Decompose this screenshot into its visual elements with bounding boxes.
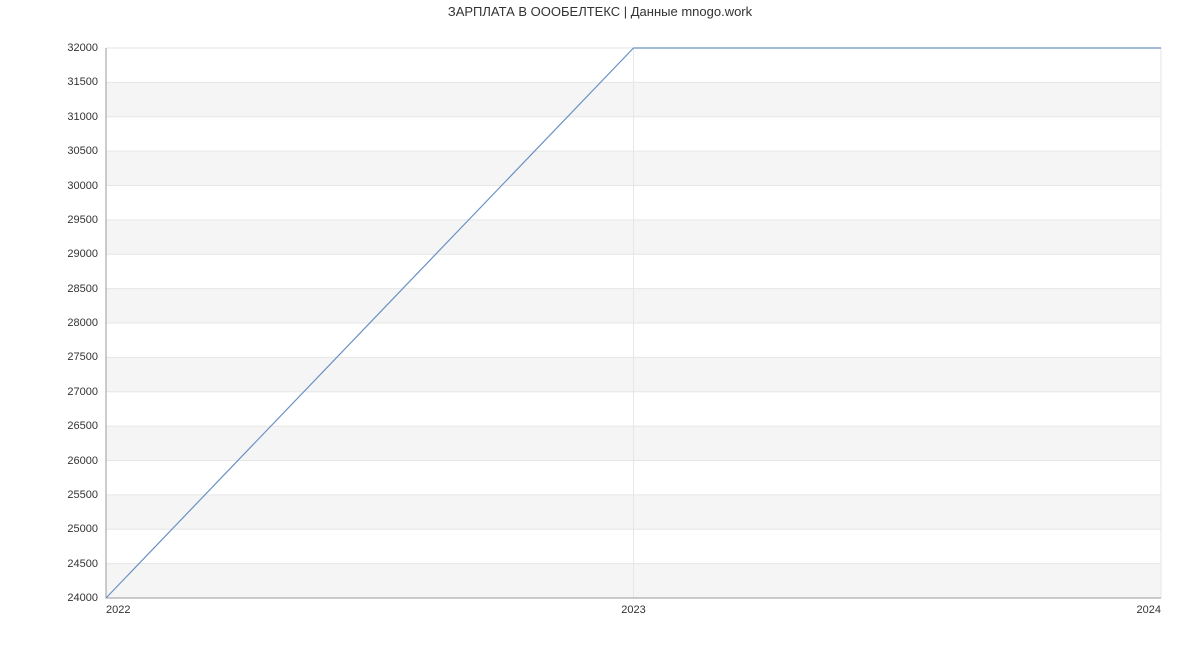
y-tick-label: 28500 [67, 283, 98, 295]
y-tick-label: 30500 [67, 145, 98, 157]
y-tick-label: 31000 [67, 111, 98, 123]
x-tick-label: 2022 [106, 604, 130, 616]
y-tick-label: 26500 [67, 420, 98, 432]
y-tick-label: 30000 [67, 180, 98, 192]
y-tick-label: 25000 [67, 523, 98, 535]
salary-line-chart: ЗАРПЛАТА В ОООБЕЛТЕКС | Данные mnogo.wor… [0, 0, 1200, 650]
x-tick-label: 2023 [621, 604, 645, 616]
y-tick-label: 28000 [67, 317, 98, 329]
chart-svg [106, 48, 1161, 598]
x-tick-label: 2024 [1137, 604, 1161, 616]
y-tick-label: 25500 [67, 489, 98, 501]
y-tick-label: 31500 [67, 76, 98, 88]
y-tick-label: 26000 [67, 455, 98, 467]
y-tick-label: 24000 [67, 592, 98, 604]
y-tick-label: 27500 [67, 351, 98, 363]
y-tick-label: 29000 [67, 248, 98, 260]
y-tick-label: 29500 [67, 214, 98, 226]
chart-title: ЗАРПЛАТА В ОООБЕЛТЕКС | Данные mnogo.wor… [0, 4, 1200, 19]
y-tick-label: 27000 [67, 386, 98, 398]
y-tick-label: 32000 [67, 42, 98, 54]
y-tick-label: 24500 [67, 558, 98, 570]
plot-area: 2400024500250002550026000265002700027500… [106, 48, 1161, 598]
